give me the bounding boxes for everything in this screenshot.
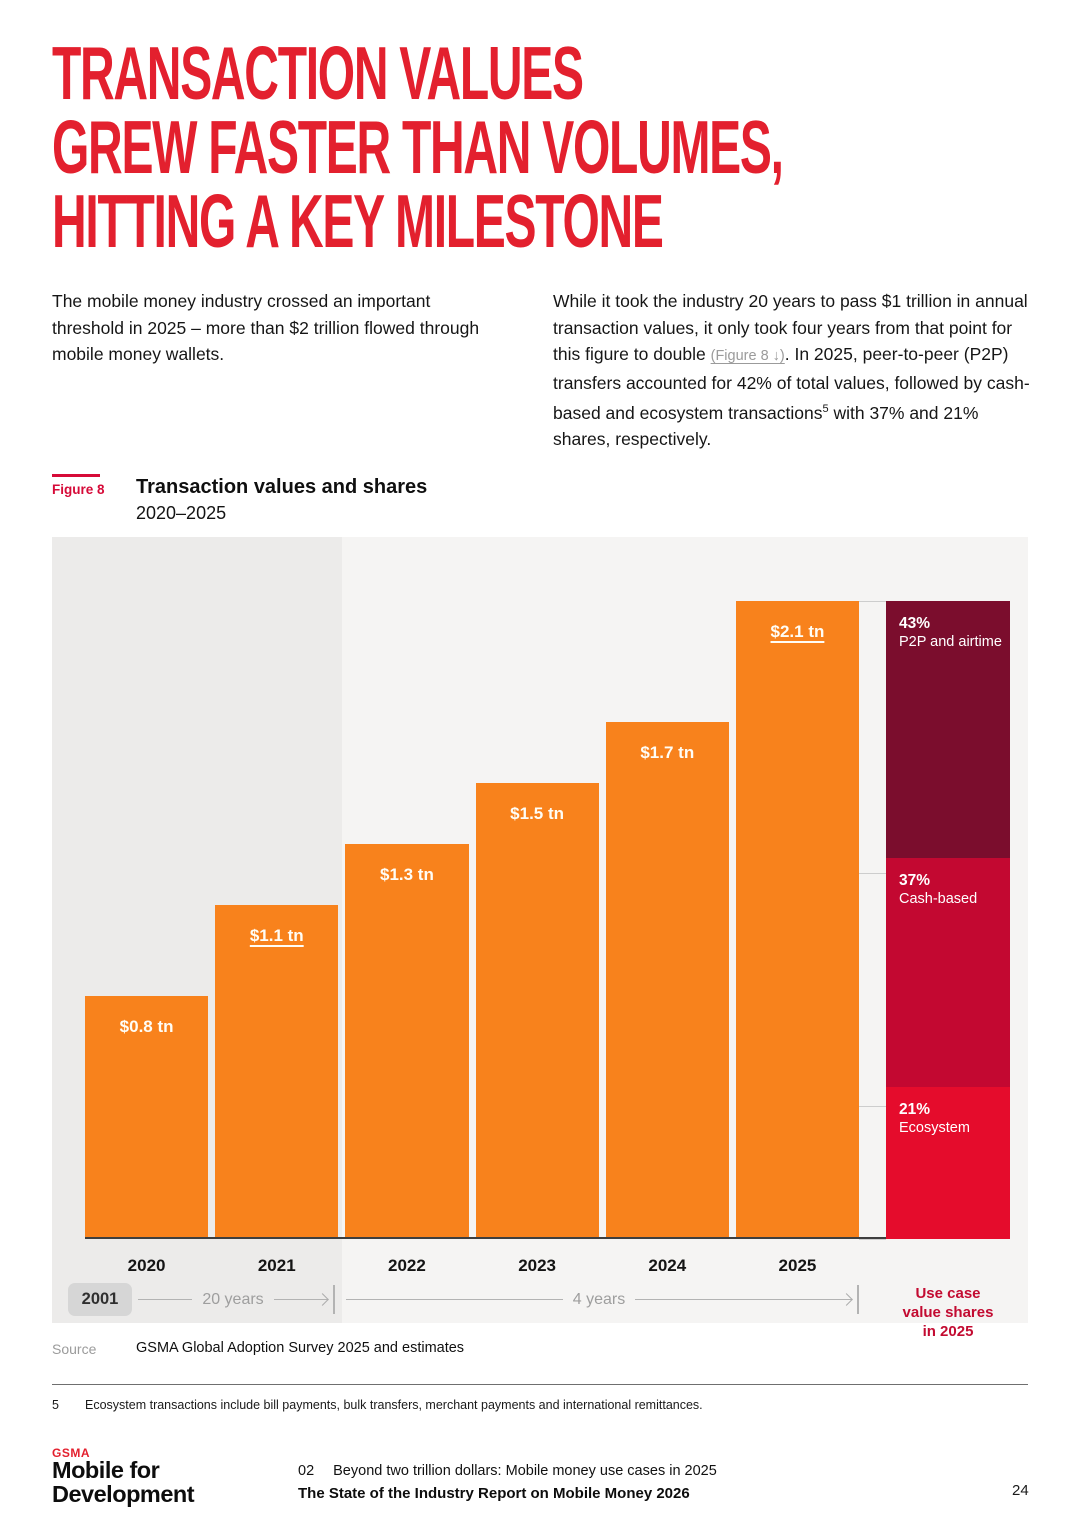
footnote-text: Ecosystem transactions include bill paym… — [85, 1398, 703, 1412]
bar-2020: $0.8 tn — [85, 995, 209, 1239]
headline-line-2: GREW FASTER THAN VOLUMES, — [52, 105, 784, 189]
intro-paragraph-left: The mobile money industry crossed an imp… — [52, 291, 480, 364]
share-segment-percent: 43% — [899, 615, 931, 632]
footer-titles: 02 Beyond two trillion dollars: Mobile m… — [298, 1463, 717, 1502]
bar-column-2025: $2.1 tn — [735, 537, 860, 1239]
share-segment-p2p-and-airtime: 43% P2P and airtime — [886, 601, 1010, 859]
bar-value-label-2024: $1.7 tn — [640, 743, 695, 763]
timeline-span-20-years: 20 years — [138, 1283, 328, 1316]
segment-connector-line-2 — [859, 1106, 886, 1107]
timeline-span1-label: 20 years — [202, 1290, 264, 1308]
share-segment-name: Ecosystem — [899, 1120, 970, 1137]
bar-column-2023: $1.5 tn — [475, 537, 599, 1239]
share-segment-percent: 37% — [899, 872, 931, 890]
bar-2024: $1.7 tn — [605, 722, 729, 1239]
headline-line-1: TRANSACTION VALUES — [52, 31, 584, 115]
bar-column-2022: $1.3 tn — [345, 537, 469, 1239]
bar-2025: $2.1 tn — [735, 600, 860, 1239]
x-axis-label-2025: 2025 — [778, 1256, 817, 1275]
logo-line-2: Development — [52, 1481, 195, 1507]
x-axis-baseline — [85, 1237, 958, 1239]
source-text: GSMA Global Adoption Survey 2025 and est… — [136, 1340, 465, 1356]
bar-2021: $1.1 tn — [215, 904, 339, 1239]
footnote-reference: 5 — [822, 403, 829, 415]
gsma-logo-text: GSMA — [52, 1446, 90, 1460]
bar-column-2020: $0.8 tn — [85, 537, 209, 1239]
segment-connector-line-1 — [859, 873, 886, 874]
share-segment-cash-based: 37% Cash-based — [886, 858, 1010, 1088]
figure-title: Transaction values and shares — [136, 476, 428, 498]
timeline-span-4-years: 4 years — [346, 1283, 852, 1316]
bar-value-label-2021: $1.1 tn — [249, 925, 304, 945]
segment-connector-line-0 — [859, 601, 886, 602]
footnote-divider — [52, 1384, 1028, 1385]
bar-2023: $1.5 tn — [475, 783, 599, 1239]
chapter-number: 02 — [298, 1463, 315, 1479]
x-axis-label-2020: 2020 — [127, 1256, 166, 1275]
share-segment-percent: 21% — [899, 1101, 931, 1119]
intro-right-pre: While it took the industry 20 years to p… — [553, 291, 1028, 364]
share-segment-name: P2P and airtime — [899, 634, 1002, 650]
bar-value-label-2020: $0.8 tn — [119, 1016, 174, 1036]
page-number: 24 — [1012, 1482, 1029, 1499]
x-axis-label-2021: 2021 — [257, 1256, 296, 1275]
figure-label-rule — [52, 474, 100, 477]
timeline-arrow-icon — [635, 1299, 852, 1300]
chapter-title: Beyond two trillion dollars: Mobile mone… — [333, 1463, 717, 1479]
source-label: Source — [52, 1341, 97, 1357]
bar-plot-area: $0.8 tn $1.1 tn $1.3 tn $1.5 tn $1.7 tn $2.1 … — [85, 537, 860, 1239]
use-case-heading-line-2: value shares — [902, 1304, 994, 1321]
figure-subtitle: 2020–2025 — [136, 503, 227, 523]
x-axis-label-2023: 2023 — [518, 1256, 557, 1275]
segment-connector-line-3 — [859, 1239, 886, 1240]
timeline-origin-2001: 2001 — [68, 1283, 132, 1316]
timeline-line — [346, 1299, 563, 1300]
figure-8-link[interactable]: (Figure 8 ↓) — [710, 348, 785, 364]
intro-paragraph-right: While it took the industry 20 years to p… — [553, 288, 1033, 453]
timeline-tick-2 — [857, 1285, 859, 1314]
x-axis-year-labels: 2020 2021 2022 2023 2024 2025 — [85, 1239, 859, 1276]
report-title: The State of the Industry Report on Mobi… — [298, 1485, 690, 1502]
x-axis-label-2024: 2024 — [648, 1256, 687, 1275]
share-segment-name: Cash-based — [899, 891, 978, 908]
timeline-span2-label: 4 years — [572, 1290, 626, 1308]
use-case-share-stacked-bar: 43% P2P and airtime 37% Cash-based 21% Ecosys… — [886, 601, 1010, 1239]
bar-value-label-2023: $1.5 tn — [510, 804, 565, 824]
timeline-arrow-icon — [273, 1299, 328, 1300]
headline-line-3: HITTING A KEY MILESTONE — [52, 179, 664, 263]
logo-line-1: Mobile for — [52, 1457, 160, 1483]
mobile-for-development-logo: Mobile for Development — [52, 1457, 195, 1507]
intro-right-mid: . In 2025, peer-to-peer (P2P) transfers … — [553, 344, 1030, 423]
bar-column-2021: $1.1 tn — [215, 537, 339, 1239]
bar-column-2024: $1.7 tn — [605, 537, 729, 1239]
bar-value-label-2025: $2.1 tn — [770, 621, 825, 641]
x-axis-label-2022: 2022 — [388, 1256, 426, 1275]
use-case-heading-line-1: Use case — [915, 1285, 981, 1302]
timeline-tick-1 — [333, 1285, 335, 1314]
bar-value-label-2022: $1.3 tn — [380, 864, 434, 884]
bar-2022: $1.3 tn — [345, 843, 469, 1239]
timeline-line — [138, 1299, 193, 1300]
footnote-number: 5 — [52, 1398, 59, 1412]
share-segment-ecosystem: 21% Ecosystem — [886, 1087, 1010, 1239]
page-title: TRANSACTION VALUES GREW FASTER THAN VOLU… — [52, 31, 1080, 263]
intro-right-post: with 37% and 21% shares, respectively. — [553, 402, 979, 450]
figure-label: Figure 8 — [52, 482, 105, 497]
use-case-heading-line-3: in 2025 — [922, 1323, 974, 1340]
use-case-share-heading: Use case value shares in 2025 — [886, 1284, 1010, 1341]
figure-8-chart: $0.8 tn $1.1 tn $1.3 tn $1.5 tn $1.7 tn $2.1 … — [52, 537, 1028, 1340]
